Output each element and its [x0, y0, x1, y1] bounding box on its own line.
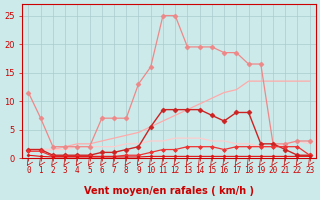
X-axis label: Vent moyen/en rafales ( km/h ): Vent moyen/en rafales ( km/h ) — [84, 186, 254, 196]
